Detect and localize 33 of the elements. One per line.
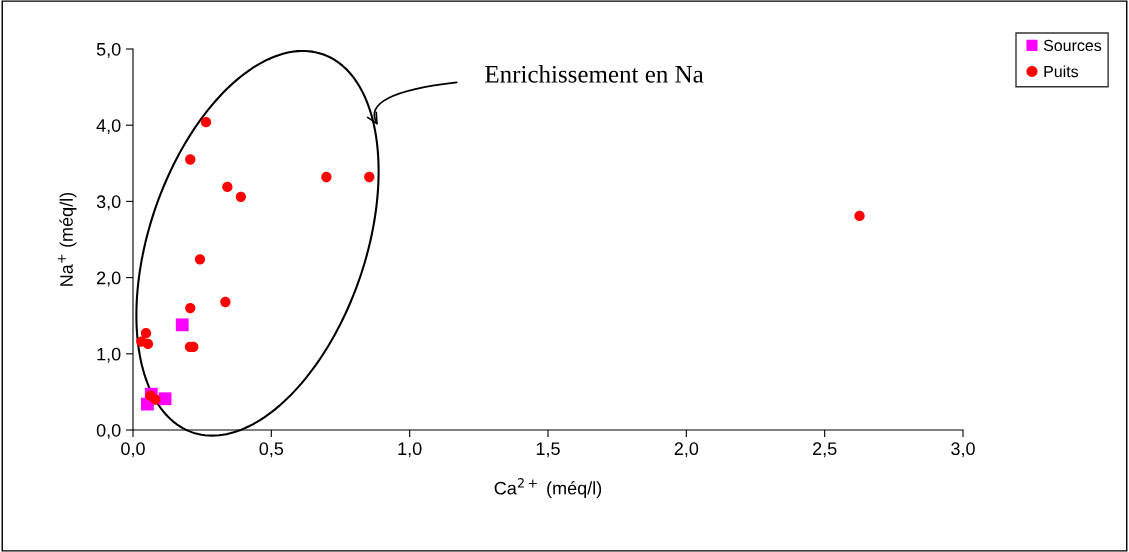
point bbox=[185, 154, 196, 165]
x-tick-label: 3,0 bbox=[951, 442, 975, 458]
legend-label: Puits bbox=[1044, 65, 1079, 78]
point bbox=[220, 296, 231, 308]
y-tick-label: 4,0 bbox=[96, 119, 121, 135]
y-tick-label: 1,0 bbox=[97, 347, 121, 363]
x-tick-label: 1,5 bbox=[536, 442, 560, 458]
y-tick-label: 0,0 bbox=[96, 423, 121, 439]
x-tick-label: 0,5 bbox=[259, 442, 284, 458]
x-tick-label: 1,0 bbox=[398, 442, 422, 458]
point bbox=[222, 181, 233, 193]
point bbox=[364, 171, 375, 183]
x-tick-label: 0,0 bbox=[121, 442, 145, 458]
point bbox=[194, 254, 206, 265]
point bbox=[150, 394, 161, 405]
y-axis-title: Na$^{+}$ (méq/l) bbox=[57, 192, 77, 286]
y-tick-label: 5,0 bbox=[96, 42, 121, 58]
point bbox=[854, 210, 865, 222]
annotation: Enrichissement en Na bbox=[485, 65, 704, 83]
point bbox=[235, 191, 247, 202]
point bbox=[200, 117, 212, 128]
x-tick-label: 2,5 bbox=[813, 442, 837, 458]
x-tick-label: 2,0 bbox=[674, 442, 699, 458]
point bbox=[140, 328, 152, 339]
y-tick-label: 2,0 bbox=[97, 271, 121, 287]
point bbox=[175, 318, 189, 332]
x-axis-title: Ca$^{2+}$ (méq/l) bbox=[494, 478, 602, 499]
point bbox=[321, 171, 332, 183]
legend-label: Sources bbox=[1043, 39, 1102, 52]
point bbox=[142, 338, 154, 350]
point bbox=[185, 302, 196, 314]
y-tick-label: 3,0 bbox=[96, 195, 121, 211]
point bbox=[158, 392, 172, 406]
